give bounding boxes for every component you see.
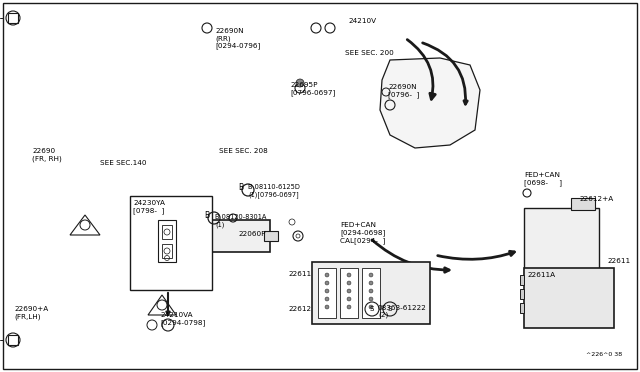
Text: 22690N
[0796-  ]: 22690N [0796- ] xyxy=(388,84,419,98)
Circle shape xyxy=(347,289,351,293)
Text: 22690+A
(FR,LH): 22690+A (FR,LH) xyxy=(14,306,48,320)
Text: SEE SEC. 200: SEE SEC. 200 xyxy=(345,50,394,56)
Bar xyxy=(340,268,358,318)
Bar xyxy=(162,244,172,258)
Circle shape xyxy=(347,281,351,285)
Circle shape xyxy=(347,273,351,277)
Bar xyxy=(200,220,270,252)
Bar xyxy=(520,275,524,285)
Circle shape xyxy=(369,289,373,293)
Bar xyxy=(312,262,430,324)
Bar xyxy=(264,231,278,241)
Text: B 08120-8301A
(1): B 08120-8301A (1) xyxy=(215,214,266,228)
Circle shape xyxy=(369,305,373,309)
Circle shape xyxy=(325,297,329,301)
Text: B: B xyxy=(204,211,209,219)
Bar xyxy=(8,13,18,23)
Text: S: S xyxy=(370,306,374,312)
Circle shape xyxy=(296,79,304,87)
Polygon shape xyxy=(148,295,176,315)
Bar xyxy=(571,198,595,210)
Text: 22060P: 22060P xyxy=(238,231,266,237)
Text: 22611A: 22611A xyxy=(527,272,555,278)
Circle shape xyxy=(369,297,373,301)
Text: B 08110-6125D
(1)[0796-0697]: B 08110-6125D (1)[0796-0697] xyxy=(248,184,300,198)
Circle shape xyxy=(347,297,351,301)
Text: FED+CAN
[0294-0698]
CAL[0294-  ]: FED+CAN [0294-0698] CAL[0294- ] xyxy=(340,222,385,244)
Text: 08363-61222
(2): 08363-61222 (2) xyxy=(378,305,427,318)
Text: S: S xyxy=(388,306,392,312)
Circle shape xyxy=(369,273,373,277)
Text: SEE SEC. 208: SEE SEC. 208 xyxy=(219,148,268,154)
Text: 24230YA
[0798-  ]: 24230YA [0798- ] xyxy=(133,200,165,214)
Bar xyxy=(520,289,524,299)
Text: 22695P
[0796-0697]: 22695P [0796-0697] xyxy=(290,82,335,96)
Text: 22690
(FR, RH): 22690 (FR, RH) xyxy=(32,148,61,161)
Text: SEE SEC.140: SEE SEC.140 xyxy=(100,160,147,166)
Bar xyxy=(8,335,18,345)
Bar xyxy=(524,208,599,283)
Circle shape xyxy=(289,219,295,225)
Text: 22611: 22611 xyxy=(607,258,630,264)
Bar xyxy=(158,220,176,262)
Text: B: B xyxy=(239,183,244,192)
Polygon shape xyxy=(70,215,100,235)
Circle shape xyxy=(325,281,329,285)
Circle shape xyxy=(325,289,329,293)
Text: 22612+A: 22612+A xyxy=(579,196,613,202)
Text: 24210V: 24210V xyxy=(348,18,376,24)
Circle shape xyxy=(369,281,373,285)
Text: ^226^0 38: ^226^0 38 xyxy=(586,352,622,357)
Text: 22612: 22612 xyxy=(288,306,311,312)
Circle shape xyxy=(325,273,329,277)
Circle shape xyxy=(347,305,351,309)
Bar xyxy=(318,268,336,318)
Text: 24210VA
[0294-0798]: 24210VA [0294-0798] xyxy=(160,312,205,326)
Bar xyxy=(130,196,212,290)
Circle shape xyxy=(325,305,329,309)
Text: 22611: 22611 xyxy=(288,271,311,277)
Text: FED+CAN
[0698-     ]: FED+CAN [0698- ] xyxy=(524,172,562,186)
Bar xyxy=(362,268,380,318)
Circle shape xyxy=(296,234,300,238)
Polygon shape xyxy=(380,58,480,148)
Bar xyxy=(162,225,172,239)
Bar xyxy=(524,268,614,328)
Bar xyxy=(520,303,524,313)
Text: 22690N
(RR)
[0294-0796]: 22690N (RR) [0294-0796] xyxy=(215,28,260,49)
